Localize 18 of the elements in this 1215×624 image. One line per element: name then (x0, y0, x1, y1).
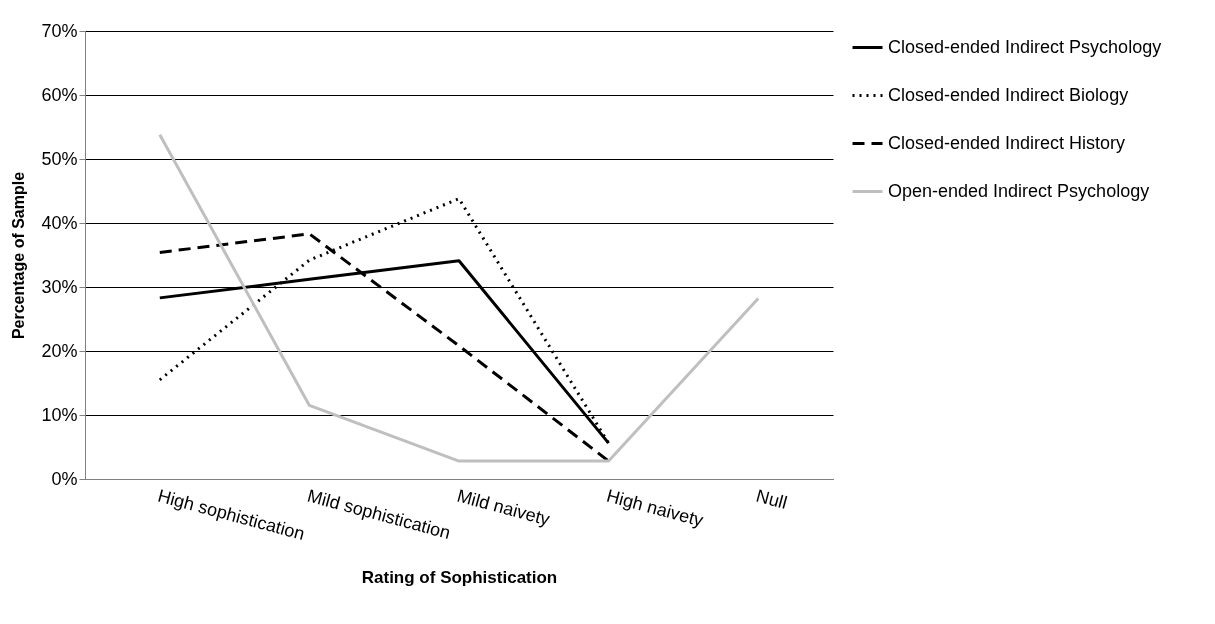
y-axis-title: Percentage of Sample (10, 171, 28, 340)
legend-label: Closed-ended Indirect Biology (888, 84, 1129, 105)
y-tick-label: 60% (41, 84, 78, 105)
x-axis-title: Rating of Sophistication (361, 567, 558, 587)
x-tick-label: Mild naivety (454, 485, 552, 530)
y-tick-label: 10% (41, 404, 78, 425)
x-tick-label: Null (754, 485, 790, 513)
y-tick-label: 0% (51, 468, 78, 489)
legend-label: Closed-ended Indirect History (888, 132, 1126, 153)
y-tick-label: 40% (41, 212, 78, 233)
y-tick-label: 30% (41, 276, 78, 297)
legend-label: Closed-ended Indirect Psychology (888, 36, 1162, 57)
y-tick-label: 70% (41, 20, 78, 41)
line-series (158, 133, 760, 463)
x-tick-label: High naivety (604, 485, 706, 531)
y-tick-label: 20% (41, 340, 78, 361)
y-tick-label: 50% (41, 148, 78, 169)
legend-label: Open-ended Indirect Psychology (888, 180, 1150, 201)
